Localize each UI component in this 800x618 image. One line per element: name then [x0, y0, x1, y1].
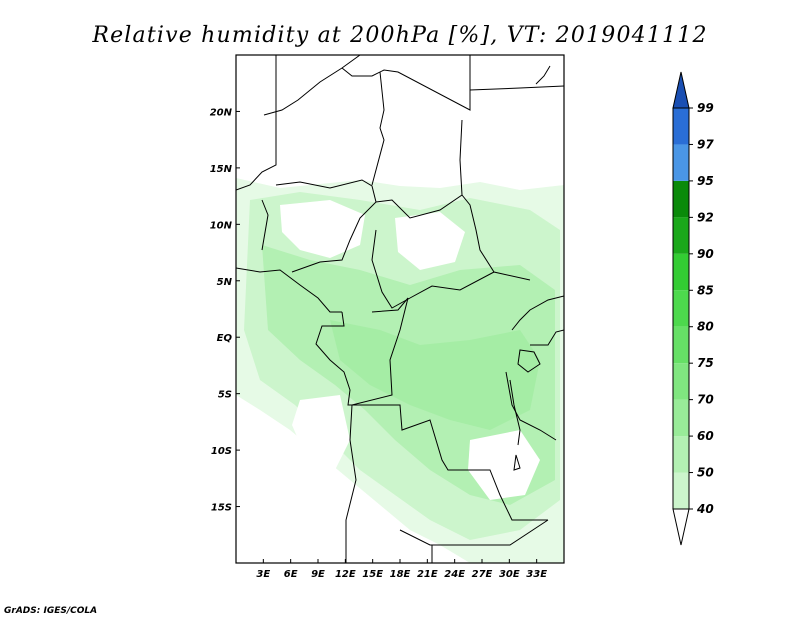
- colorbar-band: [673, 144, 689, 181]
- border-line: [399, 519, 549, 546]
- y-tick-label: 5S: [218, 390, 232, 401]
- lake-outline: [517, 349, 541, 373]
- x-tick-label: 21E: [417, 569, 438, 580]
- map-panel: 3E 6E 9E 12E 15E 18E 21E 24E 27E 30E 33E 20N 15N 10N 5…: [210, 54, 565, 580]
- border-line: [351, 297, 409, 406]
- dry-area-south: [236, 450, 420, 563]
- colorbar: 40 50 60 70 75 80 85 90 92 95 97 99: [672, 71, 714, 546]
- chart-title: Relative humidity at 200hPa [%], VT: 201…: [91, 23, 707, 48]
- border-line: [505, 371, 557, 441]
- colorbar-label: 75: [697, 356, 714, 370]
- border-line: [345, 404, 357, 563]
- border-line: [261, 199, 269, 251]
- colorbar-label: 99: [697, 101, 714, 115]
- lake-outline: [509, 379, 521, 446]
- axis-ticks: 3E 6E 9E 12E 15E 18E 21E 24E 27E 30E 33E 20N 15N 10N 5…: [210, 107, 548, 580]
- colorbar-band: [673, 472, 689, 509]
- colorbar-band: [673, 290, 689, 327]
- border-line: [236, 55, 277, 191]
- colorbar-label: 97: [697, 137, 714, 151]
- border-line: [263, 55, 361, 116]
- border-line: [530, 329, 564, 346]
- x-tick-label: 30E: [499, 569, 520, 580]
- colorbar-label: 95: [697, 174, 714, 188]
- x-tick-label: 9E: [311, 569, 325, 580]
- dry-area-sahara: [236, 55, 564, 190]
- dry-area-east: [468, 430, 540, 500]
- border-line: [461, 194, 531, 281]
- border-line: [469, 85, 564, 91]
- x-tick-label: 15E: [362, 569, 383, 580]
- y-tick-label: 15S: [211, 503, 232, 514]
- colorbar-label: 60: [697, 429, 714, 443]
- colorbar-label: 40: [696, 502, 714, 516]
- dry-area-chad: [395, 212, 465, 270]
- colorbar-band: [673, 436, 689, 473]
- x-tick-label: 6E: [284, 569, 298, 580]
- x-tick-label: 3E: [256, 569, 270, 580]
- border-line: [375, 119, 463, 219]
- y-tick-label: 10S: [211, 446, 232, 457]
- colorbar-label: 92: [697, 210, 714, 224]
- border-line: [315, 311, 548, 521]
- lake-outline: [513, 454, 521, 471]
- x-tick-label: 27E: [472, 569, 493, 580]
- coast-line: [535, 65, 551, 85]
- x-tick-label: 12E: [335, 569, 356, 580]
- x-tick-label: 33E: [526, 569, 547, 580]
- y-tick-label: 15N: [210, 164, 233, 175]
- credit-label: GrADS: IGES/COLA: [4, 606, 97, 616]
- colorbar-band: [673, 363, 689, 400]
- dry-area-north-central: [280, 200, 365, 258]
- border-line: [371, 229, 495, 309]
- colorbar-band: [673, 217, 689, 254]
- y-tick-label: 5N: [217, 277, 233, 288]
- colorbar-band: [673, 253, 689, 291]
- y-tick-label: 10N: [210, 220, 233, 231]
- colorbar-band: [673, 180, 689, 218]
- x-tick-label: 24E: [444, 569, 465, 580]
- border-line: [341, 55, 471, 111]
- y-tick-label: 20N: [210, 107, 233, 118]
- x-tick-label: 18E: [390, 569, 411, 580]
- y-tick-label: EQ: [217, 333, 233, 344]
- colorbar-frame: [672, 107, 690, 510]
- colorbar-high-arrow: [672, 71, 690, 109]
- humidity-field: [236, 55, 564, 563]
- colorbar-band: [673, 326, 689, 364]
- border-line: [236, 267, 342, 313]
- colorbar-label: 90: [697, 247, 714, 261]
- border-line: [371, 71, 385, 186]
- border-line: [511, 295, 564, 331]
- colorbar-label: 85: [697, 283, 714, 297]
- dry-area-atlantic: [292, 395, 350, 470]
- colorbar-low-arrow: [672, 508, 690, 546]
- colorbar-label: 80: [697, 320, 714, 334]
- colorbar-label: 70: [697, 393, 714, 407]
- colorbar-label: 50: [697, 466, 714, 480]
- country-borders: [236, 55, 564, 563]
- colorbar-band: [673, 108, 689, 145]
- colorbar-band: [673, 399, 689, 437]
- humidity-region-70: [330, 320, 540, 430]
